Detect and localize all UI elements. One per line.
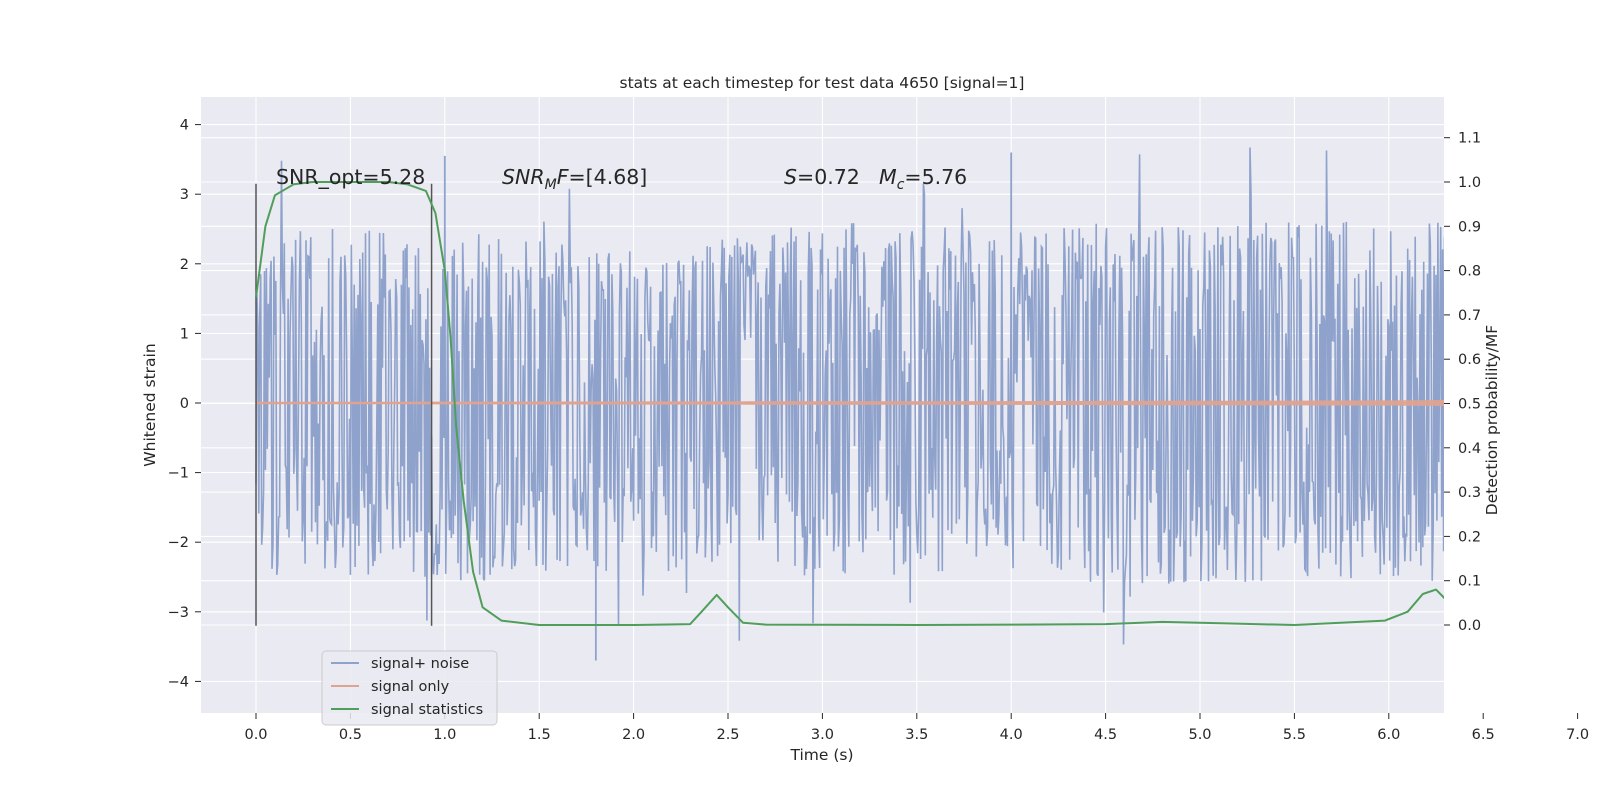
- signal-statistics-series: [255, 181, 1444, 626]
- x-tick-label: 3.5: [905, 727, 928, 743]
- annotation-mc-base: M: [879, 165, 897, 189]
- annotation-mc-value: =5.76: [904, 165, 967, 189]
- y-right-tick-label: 0.8: [1458, 264, 1481, 280]
- y-right-tick-label: 0.9: [1458, 219, 1481, 235]
- y-left-tick-label: −4: [168, 674, 189, 690]
- x-tick-label: 5.0: [1188, 727, 1211, 743]
- legend-label-signal-statistics: signal statistics: [371, 702, 483, 718]
- y-right-tick-label: 0.4: [1458, 441, 1481, 457]
- x-tick-label: 3.0: [811, 727, 834, 743]
- chart-title: stats at each timestep for test data 465…: [620, 74, 1025, 92]
- legend-label-signal-only: signal only: [371, 679, 450, 695]
- signal-noise-series: [255, 147, 1444, 661]
- signal-noise-line: [255, 147, 1444, 645]
- x-tick-label: 1.0: [433, 727, 456, 743]
- signal-only-series: [255, 400, 1444, 406]
- vertical-markers: [255, 183, 433, 626]
- y-left-tick-label: 3: [180, 187, 189, 203]
- y-axis-label-right: Detection probability/MF: [1483, 325, 1501, 516]
- annotation-s-label: S: [784, 165, 797, 189]
- x-tick-label: 6.5: [1472, 727, 1495, 743]
- y-right-tick-label: 0.5: [1458, 397, 1481, 413]
- x-tick-label: 4.0: [1000, 727, 1023, 743]
- annotation-snr-mf-sub: M: [545, 177, 557, 193]
- x-tick-label: 4.5: [1094, 727, 1117, 743]
- annotation-mc-sub: c: [897, 177, 905, 193]
- x-tick-label: 6.0: [1377, 727, 1400, 743]
- x-tick-label: 7.0: [1566, 727, 1589, 743]
- annotation-snr-mf: SNRMF=[4.68]: [502, 165, 647, 193]
- y-left-tick-label: −3: [168, 605, 189, 621]
- x-tick-label: 1.5: [528, 727, 551, 743]
- annotation-s: S=0.72: [784, 165, 860, 189]
- signal-statistics-line: [255, 181, 1444, 626]
- x-axis-label: Time (s): [789, 746, 853, 764]
- y-right-tick-label: 0.6: [1458, 352, 1481, 368]
- x-tick-label: 2.0: [622, 727, 645, 743]
- annotation-snr-opt: SNR_opt=5.28: [276, 165, 425, 190]
- annotation-mc: Mc=5.76: [879, 165, 967, 193]
- y-left-tick-label: 1: [180, 326, 189, 342]
- y-right-tick-label: 1.1: [1458, 131, 1481, 147]
- annotation-snr-mf-tail-rest: =[4.68]: [568, 165, 647, 189]
- y-left-tick-label: 4: [180, 118, 189, 134]
- y-left-tick-label: 0: [180, 396, 189, 412]
- x-tick-label: 0.0: [244, 727, 267, 743]
- y-axis-label-left: Whitened strain: [141, 343, 159, 466]
- y-right-tick-label: 0.2: [1458, 529, 1481, 545]
- legend-label-signal-noise: signal+ noise: [371, 656, 469, 672]
- x-tick-label: 2.5: [716, 727, 739, 743]
- annotation-snr-mf-base: SNR: [502, 165, 545, 189]
- y-right-tick-label: 1.0: [1458, 175, 1481, 191]
- annotation-s-value: =0.72: [797, 165, 860, 189]
- legend-box: [321, 650, 498, 726]
- y-right-tick-label: 0.1: [1458, 574, 1481, 590]
- legend: signal+ noise signal only signal statist…: [321, 650, 498, 726]
- axis-ticks: 0.0 0.5 1.0 1.5 2.0 2.5 3.0 3.5 4.0 4.5 5.0 5.5 6.0 6…: [168, 118, 1590, 743]
- y-left-tick-label: 2: [180, 257, 189, 273]
- annotation-snr-mf-tail-f: F: [557, 165, 570, 189]
- y-left-tick-label: −1: [168, 466, 189, 482]
- y-left-tick-label: −2: [168, 535, 189, 551]
- y-right-tick-label: 0.0: [1458, 618, 1481, 634]
- x-tick-label: 0.5: [339, 727, 362, 743]
- x-tick-label: 5.5: [1283, 727, 1306, 743]
- y-right-tick-label: 0.3: [1458, 485, 1481, 501]
- y-right-tick-label: 0.7: [1458, 308, 1481, 324]
